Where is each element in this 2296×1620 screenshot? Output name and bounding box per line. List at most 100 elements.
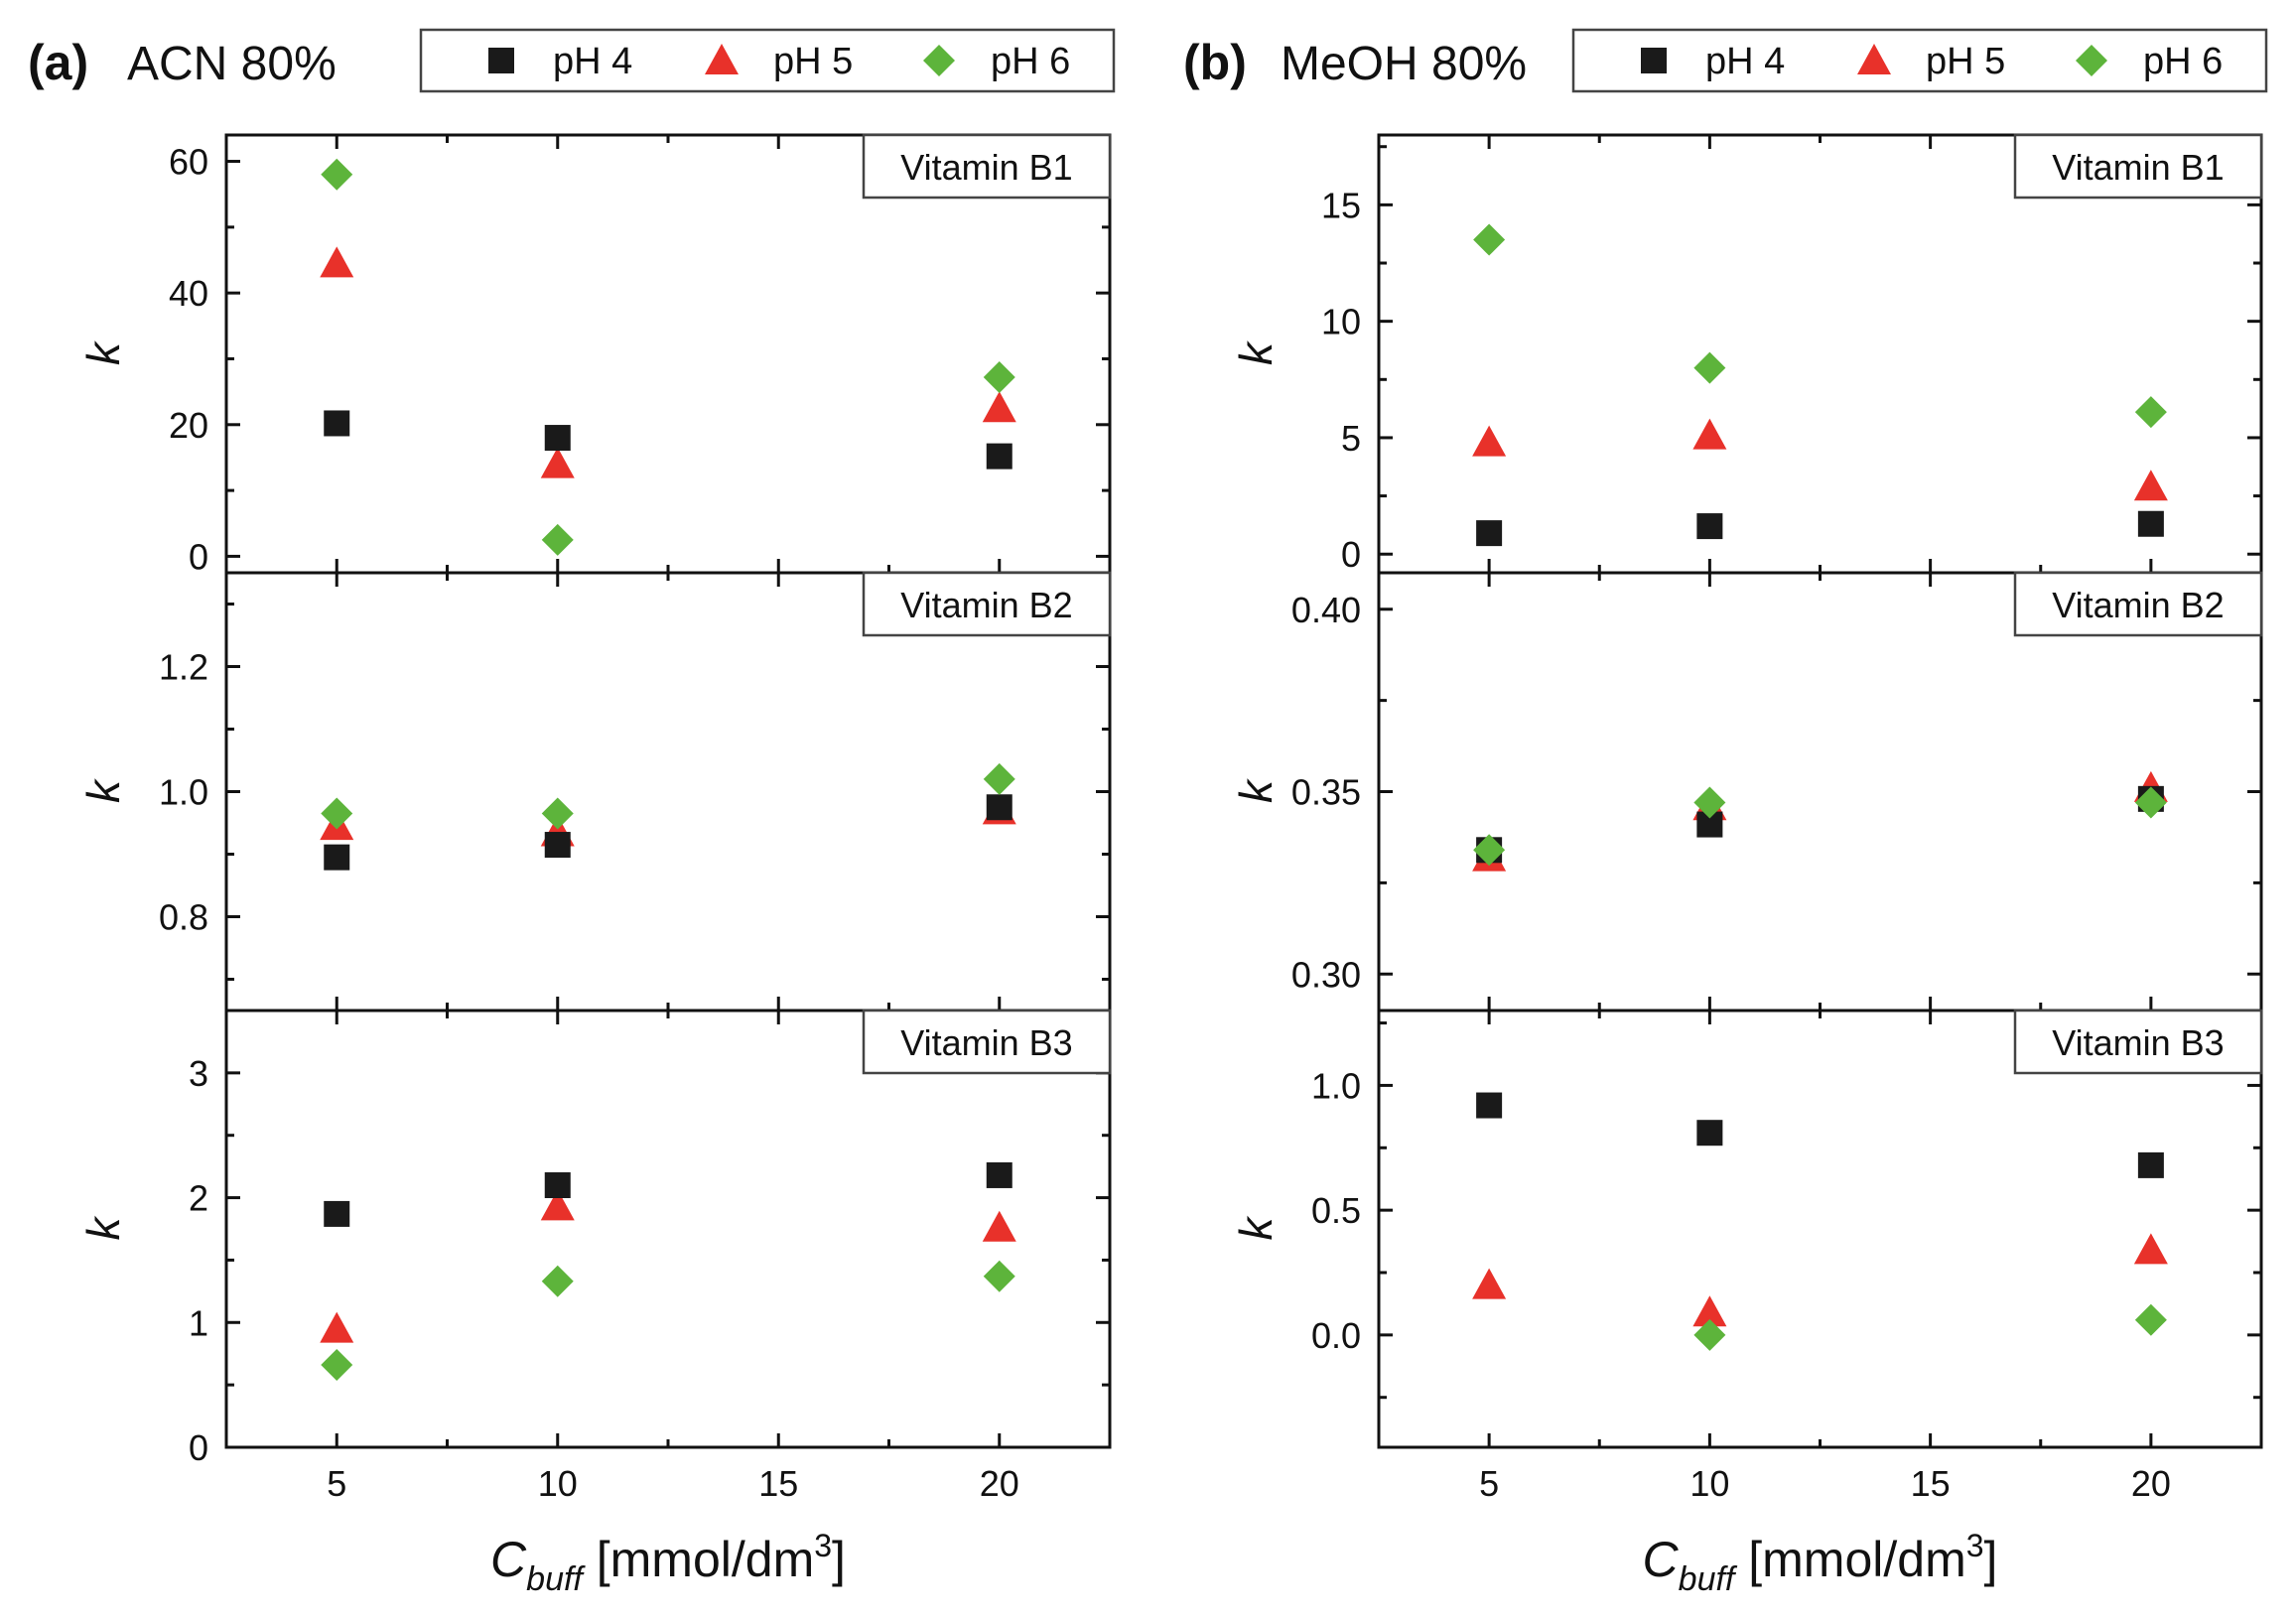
data-point-diamond	[541, 523, 574, 556]
vitamin-label: Vitamin B3	[900, 1022, 1072, 1063]
y-tick-label: 0	[189, 1427, 208, 1468]
data-point-diamond	[321, 158, 353, 191]
legend-box	[419, 28, 1116, 93]
subplot-vitamin-b2: 0.8 1.0 1.2 k Vitamin B2	[77, 571, 1112, 1012]
data-point-square	[986, 794, 1013, 821]
data-point-diamond	[1473, 223, 1506, 256]
y-axis-label: k	[1230, 340, 1282, 365]
legend-marker-diamond	[2076, 45, 2107, 76]
data-point-square	[2137, 510, 2164, 537]
y-tick-label: 2	[189, 1178, 208, 1219]
y-tick-label: 0	[1341, 534, 1361, 575]
vitamin-label-box	[862, 133, 1112, 200]
data-point-diamond	[321, 1349, 353, 1382]
legend-marker-square	[1641, 48, 1667, 73]
data-point-square	[1696, 513, 1723, 540]
vitamin-label-box	[2013, 133, 2263, 200]
y-tick-label: 0.35	[1291, 772, 1361, 813]
data-point-square	[1696, 1120, 1723, 1147]
vitamin-label: Vitamin B1	[900, 147, 1072, 188]
y-tick-label: 20	[169, 405, 208, 446]
subplot-vitamin-b1: 0 20 40 60 k Vitamin B1	[77, 133, 1112, 577]
x-tick-label: 10	[538, 1463, 578, 1504]
data-point-square	[544, 832, 571, 859]
vitamin-label: Vitamin B2	[2052, 585, 2224, 625]
data-point-triangle	[2133, 470, 2168, 501]
legend-label: pH 5	[773, 41, 853, 82]
y-axis-label: k	[77, 778, 129, 803]
vitamin-label-box	[2013, 1009, 2263, 1075]
y-tick-label: 1.2	[159, 647, 208, 688]
panel-b: (b) MeOH 80% pH 4 pH 5 pH 6 0 5 10 15 k Vitamin B1…	[1183, 28, 2268, 1598]
plot-frame	[224, 1009, 1112, 1449]
plot-frame	[224, 571, 1112, 1012]
data-point-square	[986, 443, 1013, 470]
data-point-diamond	[1693, 1318, 1726, 1351]
panel-letter: (b)	[1183, 35, 1247, 90]
y-tick-label: 0.40	[1291, 590, 1361, 630]
vitamin-label-box	[862, 571, 1112, 637]
data-point-triangle	[320, 1311, 354, 1343]
legend-marker-triangle	[705, 44, 739, 74]
plot-frame	[1377, 571, 2263, 1012]
x-tick-label: 5	[1479, 1463, 1499, 1504]
subplot-vitamin-b2: 0.30 0.35 0.40 k Vitamin B2	[1230, 571, 2263, 1012]
y-tick-label: 10	[1321, 302, 1361, 342]
legend-label: pH 6	[2143, 41, 2223, 82]
y-tick-label: 0.0	[1311, 1315, 1361, 1356]
data-point-triangle	[1472, 1268, 1507, 1299]
data-point-diamond	[1473, 834, 1506, 867]
legend-label: pH 6	[991, 41, 1070, 82]
data-point-diamond	[541, 797, 574, 830]
legend-label: pH 4	[553, 41, 632, 82]
data-point-square	[324, 410, 350, 437]
y-tick-label: 15	[1321, 185, 1361, 225]
y-axis-label: k	[77, 1216, 129, 1241]
x-axis-label: Cbuff [mmol/dm3]	[490, 1528, 846, 1598]
y-tick-label: 0.30	[1291, 954, 1361, 995]
data-point-diamond	[321, 797, 353, 830]
legend-marker-square	[488, 48, 514, 73]
data-point-square	[324, 1200, 350, 1227]
data-point-triangle	[1692, 1295, 1727, 1327]
x-tick-label: 15	[1911, 1463, 1951, 1504]
data-point-triangle	[540, 1189, 575, 1221]
x-tick-label: 20	[980, 1463, 1019, 1504]
y-tick-label: 0.5	[1311, 1190, 1361, 1231]
legend-label: pH 5	[1926, 41, 2005, 82]
panel-title: ACN 80%	[127, 38, 337, 90]
y-axis-label: k	[1230, 778, 1282, 803]
data-point-diamond	[1693, 351, 1726, 384]
x-tick-label: 20	[2131, 1463, 2171, 1504]
data-point-diamond	[2134, 396, 2167, 429]
plot-frame	[1377, 133, 2263, 575]
data-point-square	[986, 1161, 1013, 1188]
x-axis-label: Cbuff [mmol/dm3]	[1643, 1528, 1998, 1598]
legend-marker-diamond	[923, 45, 955, 76]
y-axis-label: k	[1230, 1216, 1282, 1241]
plot-frame	[224, 133, 1112, 575]
y-tick-label: 40	[169, 273, 208, 314]
y-tick-label: 0	[189, 536, 208, 577]
panel-title: MeOH 80%	[1281, 38, 1527, 90]
legend: pH 4 pH 5 pH 6	[1571, 28, 2268, 93]
x-tick-label: 10	[1689, 1463, 1729, 1504]
y-tick-label: 5	[1341, 418, 1361, 459]
data-point-square	[2137, 1151, 2164, 1178]
y-tick-label: 3	[189, 1053, 208, 1094]
legend-label: pH 4	[1705, 41, 1785, 82]
y-tick-label: 1	[189, 1302, 208, 1343]
panel-letter: (a)	[28, 35, 88, 90]
data-point-diamond	[2134, 786, 2167, 819]
data-point-square	[324, 844, 350, 871]
y-tick-label: 60	[169, 142, 208, 183]
subplot-vitamin-b3: 0 1 2 3 k Vitamin B3	[77, 1009, 1112, 1468]
data-point-triangle	[982, 391, 1016, 423]
data-point-diamond	[983, 361, 1015, 394]
subplot-vitamin-b1: 0 5 10 15 k Vitamin B1	[1230, 133, 2263, 575]
data-point-triangle	[1692, 418, 1727, 450]
data-point-square	[544, 425, 571, 452]
y-tick-label: 1.0	[1311, 1065, 1361, 1106]
vitamin-label: Vitamin B1	[2052, 147, 2224, 188]
